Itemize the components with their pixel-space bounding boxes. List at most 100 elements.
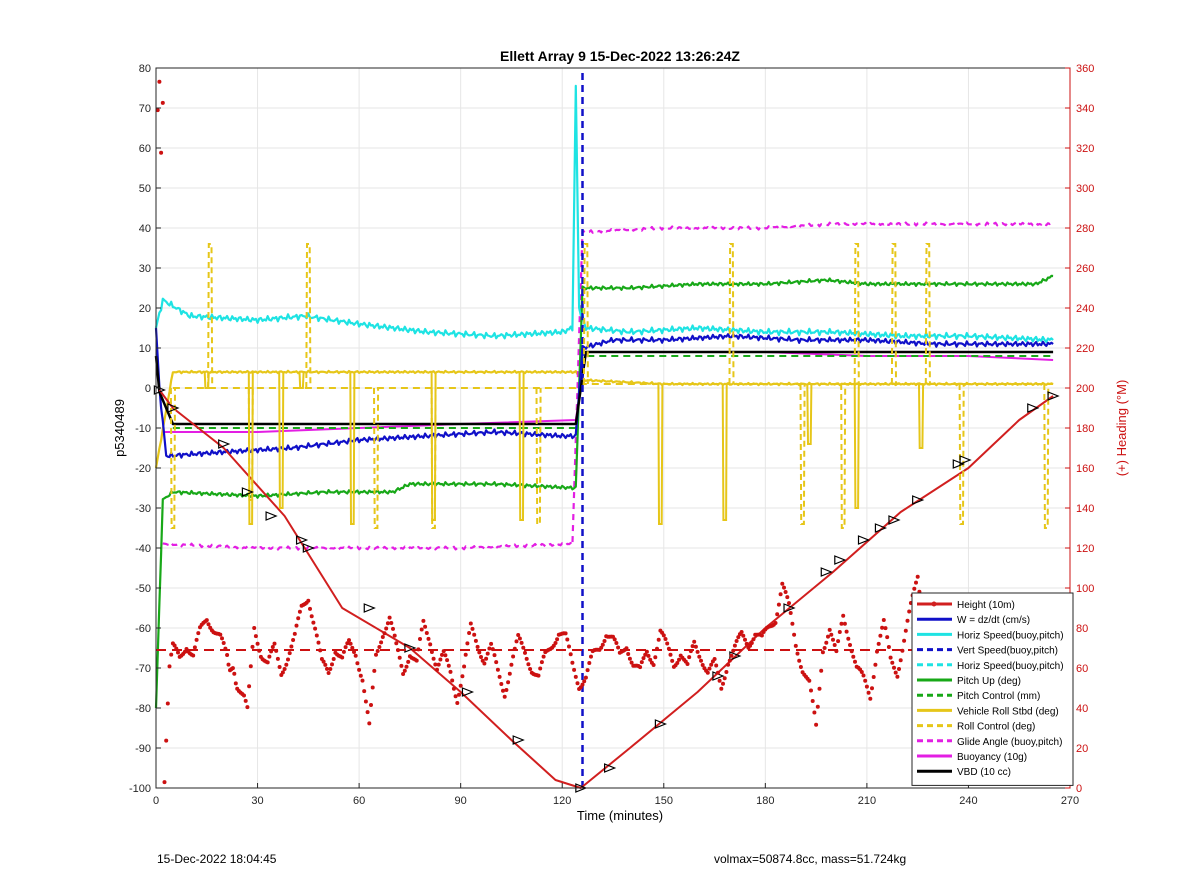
heading-point: [714, 663, 719, 668]
legend-marker: [931, 601, 937, 607]
heading-point: [837, 630, 842, 634]
y-tick-label: 30: [139, 263, 151, 275]
roll-spike: [918, 383, 925, 449]
chart-title: Ellett Array 9 15-Dec-2022 13:26:24Z: [500, 48, 740, 64]
heading-point: [424, 631, 429, 635]
heading-point: [172, 643, 177, 648]
y-tick-label: 60: [139, 143, 151, 155]
y-right-tick-label: 0: [1076, 783, 1082, 795]
heading-point: [693, 644, 698, 649]
heading-point: [575, 681, 580, 686]
heading-point: [282, 667, 287, 671]
heading-point: [687, 655, 692, 660]
legend-entry-label: Buoyancy (10g): [957, 752, 1027, 763]
roll-control-spike: [890, 243, 897, 385]
heading-point: [514, 639, 519, 644]
heading-point: [878, 633, 883, 638]
heading-point: [898, 658, 903, 663]
y-tick-label: 20: [139, 303, 151, 315]
heading-point: [915, 574, 920, 579]
heading-point: [612, 637, 617, 642]
heading-point: [712, 657, 717, 661]
heading-point: [280, 670, 285, 675]
y-right-tick-label: 340: [1076, 103, 1094, 115]
heading-point: [836, 639, 841, 644]
y-tick-label: -90: [135, 743, 151, 755]
y-tick-label: -40: [135, 543, 151, 555]
legend-entry-label: W = dz/dt (cm/s): [957, 615, 1030, 626]
heading-point: [314, 633, 319, 638]
y-right-tick-label: 120: [1076, 543, 1094, 555]
heading-point: [296, 616, 301, 621]
roll-spike: [721, 383, 728, 521]
heading-point: [192, 645, 197, 650]
heading-point: [159, 150, 164, 155]
y-tick-label: 0: [145, 383, 151, 395]
heading-point: [418, 637, 422, 641]
heading-point: [431, 656, 436, 661]
y-tick-label: -10: [135, 423, 151, 435]
heading-point: [433, 662, 438, 667]
heading-point: [719, 686, 724, 691]
legend-entry-label: Vehicle Roll Stbd (deg): [957, 706, 1059, 717]
heading-point: [265, 660, 270, 665]
y-tick-label: 70: [139, 103, 151, 115]
heading-point: [414, 658, 419, 663]
heading-point: [445, 658, 450, 663]
heading-point: [363, 699, 368, 704]
heading-point: [396, 648, 400, 653]
legend-entry-label: Glide Angle (buoy,pitch): [957, 737, 1062, 748]
roll-spike: [806, 383, 813, 445]
heading-point: [292, 631, 297, 636]
heading-point: [382, 631, 387, 636]
heading-point: [274, 648, 279, 653]
heading-point: [504, 688, 509, 692]
x-tick-label: 90: [455, 795, 467, 807]
heading-point: [732, 643, 737, 648]
height-marker: [265, 511, 278, 521]
heading-point: [883, 626, 888, 631]
heading-point: [369, 703, 373, 707]
heading-point: [790, 621, 795, 626]
legend: Height (10m) W = dz/dt (cm/s) Horiz Speed(…: [911, 592, 1074, 786]
heading-point: [391, 626, 395, 631]
heading-point: [343, 645, 348, 650]
heading-point: [419, 627, 424, 632]
heading-point: [347, 638, 351, 643]
x-tick-label: 210: [858, 795, 876, 807]
heading-point: [528, 667, 533, 671]
heading-point: [697, 654, 702, 659]
heading-point: [744, 641, 749, 646]
heading-point: [494, 660, 499, 665]
heading-point: [357, 667, 362, 672]
heading-point: [876, 641, 881, 646]
heading-point: [365, 710, 370, 715]
y-right-tick-label: 320: [1076, 143, 1094, 155]
heading-point: [392, 633, 397, 638]
roll-control-spike: [169, 387, 176, 529]
heading-point: [565, 637, 570, 642]
y-right-tick-label: 100: [1076, 583, 1094, 595]
y-right-tick-label: 240: [1076, 303, 1094, 315]
y-tick-label: -20: [135, 463, 151, 475]
heading-point: [871, 675, 876, 679]
heading-point: [690, 644, 695, 649]
heading-point: [362, 689, 367, 694]
heading-point: [223, 646, 228, 651]
heading-point: [291, 638, 296, 642]
x-tick-label: 0: [153, 795, 159, 807]
y-tick-label: -50: [135, 583, 151, 595]
heading-point: [309, 614, 314, 619]
heading-point: [272, 641, 277, 646]
y-right-tick-label: 140: [1076, 503, 1094, 515]
heading-point: [841, 613, 846, 618]
heading-point: [387, 615, 392, 620]
heading-point: [250, 644, 255, 649]
heading-point: [267, 654, 272, 659]
heading-point: [570, 660, 575, 665]
heading-point: [844, 629, 849, 634]
heading-point: [473, 638, 478, 643]
heading-point: [614, 641, 619, 645]
heading-point: [666, 646, 671, 651]
heading-point: [582, 679, 587, 684]
